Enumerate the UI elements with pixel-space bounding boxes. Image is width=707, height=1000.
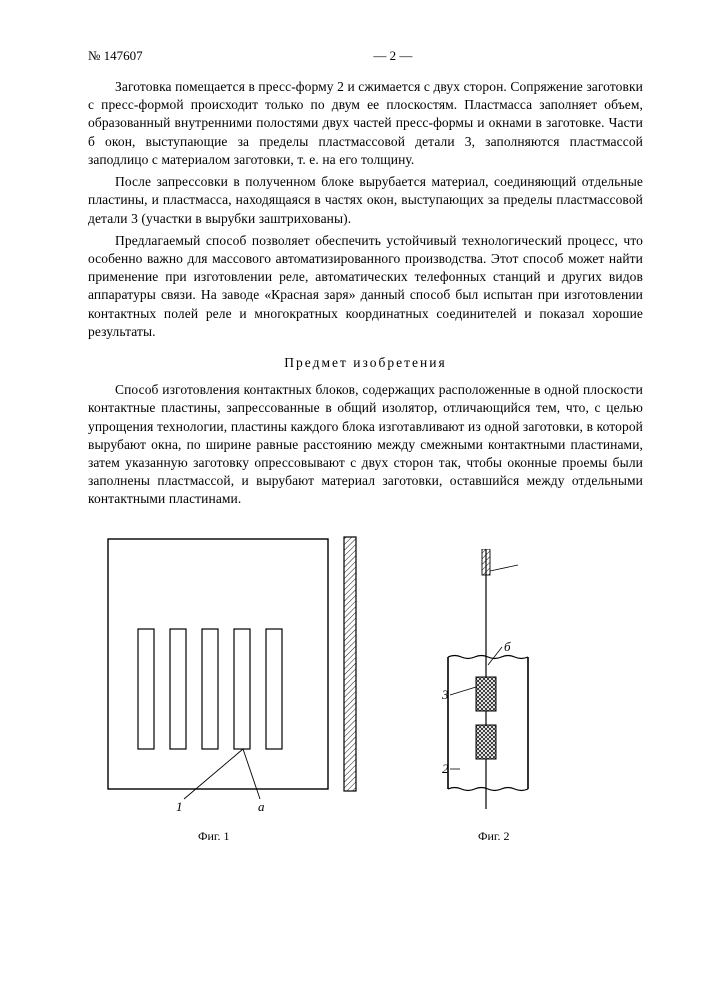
svg-text:2: 2 — [442, 761, 449, 776]
figure-2-caption: Фиг. 2 — [478, 829, 509, 844]
paragraph-1: Заготовка помещается в пресс-форму 2 и с… — [88, 78, 643, 169]
section-title: Предмет изобретения — [88, 355, 643, 371]
page-number: — 2 — — [88, 48, 643, 64]
svg-text:3: 3 — [441, 687, 449, 702]
figures-area: 1а б32 Фиг. 1 Фиг. 2 — [88, 529, 643, 889]
paragraph-4: Способ изготовления контактных блоков, с… — [88, 381, 643, 509]
svg-text:б: б — [504, 639, 511, 654]
figure-1-caption: Фиг. 1 — [198, 829, 229, 844]
svg-text:1: 1 — [176, 799, 183, 814]
page: № 147607 — 2 — Заготовка помещается в пр… — [0, 0, 707, 1000]
paragraph-3: Предлагаемый способ позволяет обеспечить… — [88, 232, 643, 341]
doc-number: № 147607 — [88, 48, 143, 64]
figure-1: 1а — [88, 529, 388, 839]
paragraph-2: После запрессовки в полученном блоке выр… — [88, 173, 643, 228]
figure-2: б 3 2 — [418, 549, 568, 839]
svg-text:а: а — [258, 799, 265, 814]
page-header: № 147607 — 2 — — [88, 48, 643, 64]
